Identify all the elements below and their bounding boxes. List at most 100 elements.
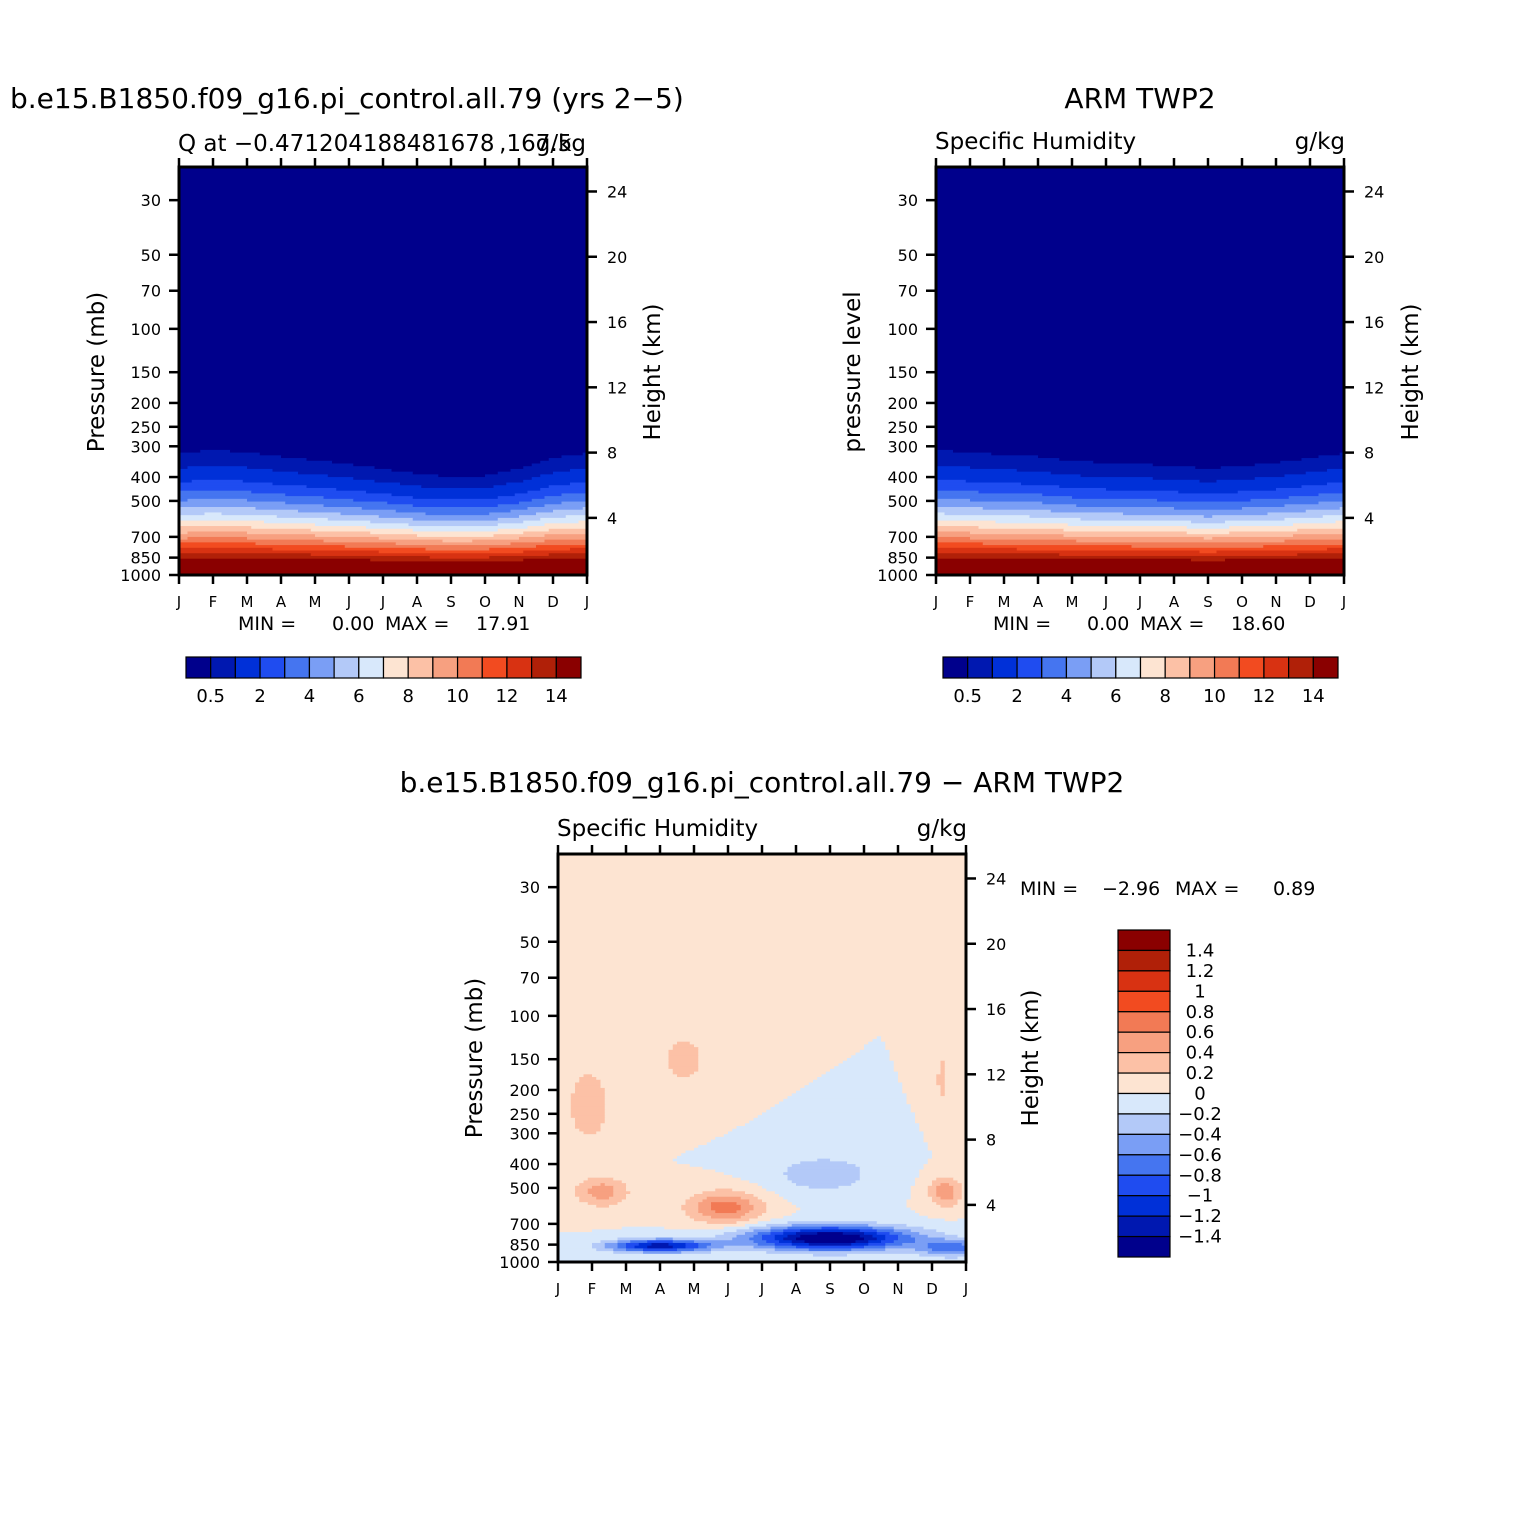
obs-x-tick-label: J (1341, 593, 1346, 611)
diff-contour-cell (698, 1055, 852, 1059)
model-contour-cell (179, 452, 261, 456)
diff-contour-cell (711, 1207, 742, 1211)
model-contour-cell (179, 403, 587, 407)
diff-contour-cell (711, 1204, 742, 1209)
model-contour-cell (179, 376, 587, 380)
model-contour-cell (179, 256, 587, 261)
diff-contour-cell (621, 1199, 687, 1203)
model-contour-cell (179, 558, 371, 562)
model-colorbar-label: 14 (545, 686, 568, 707)
model-contour-cell (179, 327, 587, 331)
diff-contour-cell (745, 1223, 767, 1228)
diff-x-tick-label: J (963, 1280, 968, 1298)
obs-contour-cell (936, 226, 1344, 231)
model-contour-cell (523, 531, 587, 535)
diff-contour-cell (902, 1085, 942, 1089)
model-contour-cell (179, 202, 587, 206)
model-contour-cell (548, 458, 587, 462)
model-contour-cell (323, 504, 414, 508)
model-contour-cell (179, 224, 587, 228)
model-contour-cell (332, 460, 541, 465)
obs-colorbar-label: 6 (1110, 686, 1121, 707)
diff-contour-cell (944, 1218, 959, 1222)
diff-contour-cell (766, 1210, 797, 1214)
diff-contour-cell (953, 1177, 966, 1181)
model-contour-cell (179, 395, 587, 399)
diff-contour-cell (558, 938, 966, 942)
diff-contour-cell (558, 1017, 966, 1021)
model-contour-cell (179, 509, 299, 514)
diff-contour-cell (694, 1147, 929, 1152)
model-contour-cell (179, 555, 431, 560)
diff-contour-cell (859, 1177, 916, 1181)
model-contour-cell (276, 515, 380, 519)
diff-contour-cell (757, 1242, 776, 1247)
model-contour-cell (179, 569, 587, 573)
obs-contour-cell (936, 235, 1344, 239)
diff-contour-cell (774, 1245, 797, 1249)
diff-contour-cell (936, 1082, 946, 1086)
diff-contour-cell (711, 1215, 742, 1220)
model-contour-cell (179, 400, 587, 405)
model-contour-cell (523, 558, 587, 562)
diff-contour-cell (961, 1242, 966, 1247)
obs-contour-cell (936, 479, 967, 484)
model-contour-cell (179, 542, 257, 546)
diff-contour-cell (791, 1202, 908, 1206)
obs-contour-cell (936, 275, 1344, 280)
diff-contour-cell (927, 1142, 966, 1146)
model-contour-cell (395, 542, 512, 546)
model-contour-cell (582, 507, 587, 511)
diff-contour-cell (558, 1142, 708, 1146)
model-contour-cell (179, 330, 587, 334)
diff-contour-cell (936, 1177, 954, 1181)
obs-contour-cell (1042, 501, 1320, 505)
diff-colorbar-swatch (1117, 990, 1171, 1013)
diff-y2-tick-label: 4 (986, 1196, 996, 1215)
diff-contour-cell (579, 1079, 602, 1084)
diff-contour-cell (689, 1215, 712, 1220)
obs-contour-cell (936, 254, 1344, 258)
diff-contour-cell (732, 1174, 789, 1179)
diff-contour-cell (787, 1221, 878, 1225)
diff-contour-cell (558, 1019, 966, 1024)
diff-contour-cell (558, 968, 966, 972)
diff-contour-cell (800, 1087, 903, 1092)
diff-contour-cell (558, 1251, 614, 1255)
model-x-tick-label: F (209, 593, 218, 611)
diff-contour-cell (855, 1164, 925, 1168)
diff-contour-cell (770, 1218, 946, 1222)
diff-contour-cell (575, 1185, 593, 1190)
model-contour-cell (272, 547, 427, 552)
model-contour-cell (179, 346, 587, 350)
diff-contour-cell (558, 1147, 695, 1152)
obs-contour-cell (936, 199, 1344, 203)
model-contour-cell (179, 196, 587, 201)
diff-contour-cell (715, 1169, 789, 1173)
obs-contour-cell (936, 406, 1344, 410)
model-contour-cell (285, 501, 388, 505)
diff-contour-cell (711, 1251, 767, 1255)
obs-y-tick-label: 700 (887, 528, 918, 547)
diff-contour-cell (936, 1188, 954, 1192)
model-contour-cell (179, 167, 587, 171)
model-colorbar-swatch (259, 656, 286, 679)
diff-contour-cell (910, 1229, 937, 1233)
diff-contour-cell (927, 1191, 937, 1195)
diff-contour-cell (796, 1232, 818, 1236)
obs-y-tick-label: 70 (898, 282, 918, 301)
model-x-tick-label: J (176, 593, 181, 611)
obs-contour-cell (936, 553, 1060, 557)
obs-contour-cell (936, 439, 1344, 443)
model-contour-cell (323, 496, 414, 500)
diff-contour-cell (898, 1071, 942, 1075)
model-contour-cell (179, 341, 587, 345)
obs-contour-cell (936, 444, 1344, 448)
obs-contour-cell (936, 303, 1344, 307)
model-contour-cell (425, 547, 490, 552)
obs-contour-cell (982, 542, 1344, 546)
diff-contour-cell (753, 1207, 767, 1211)
obs-contour-cell (1063, 528, 1298, 533)
obs-contour-cell (936, 251, 1344, 255)
